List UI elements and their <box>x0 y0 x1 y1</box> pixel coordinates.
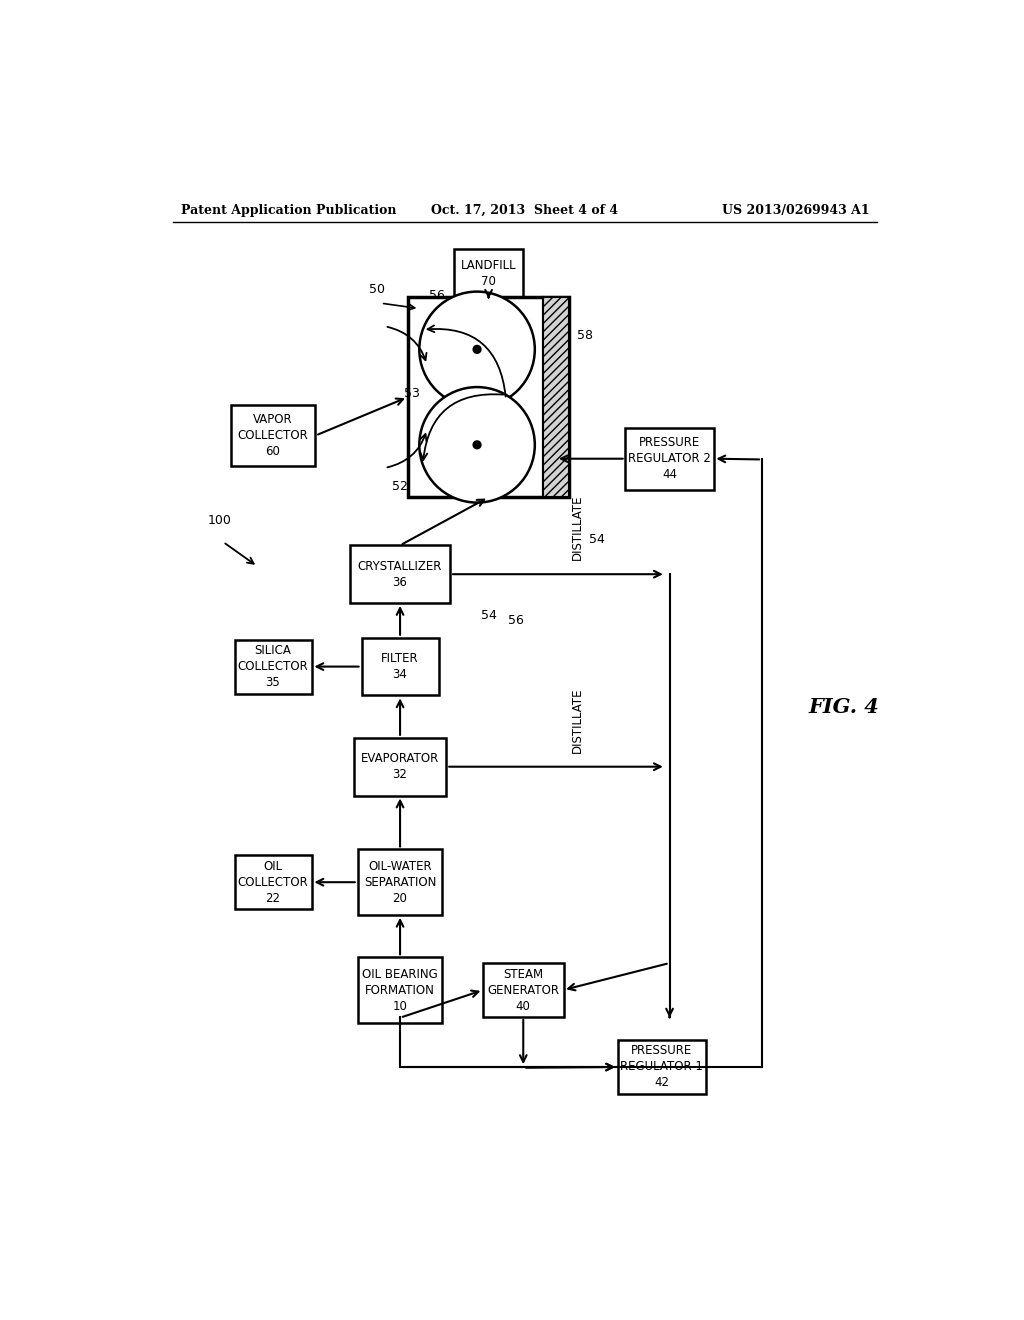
Text: SILICA
COLLECTOR
35: SILICA COLLECTOR 35 <box>238 644 308 689</box>
Text: 54: 54 <box>589 533 604 546</box>
Text: 52: 52 <box>392 479 409 492</box>
Text: PRESSURE
REGULATOR 1
42: PRESSURE REGULATOR 1 42 <box>621 1044 703 1089</box>
Bar <box>354 738 446 796</box>
Text: 100: 100 <box>208 515 231 527</box>
Text: OIL
COLLECTOR
22: OIL COLLECTOR 22 <box>238 859 308 904</box>
Bar <box>483 964 563 1016</box>
Text: VAPOR
COLLECTOR
60: VAPOR COLLECTOR 60 <box>238 413 308 458</box>
Circle shape <box>472 441 481 449</box>
Text: 58: 58 <box>578 330 593 342</box>
Text: OIL BEARING
FORMATION
10: OIL BEARING FORMATION 10 <box>362 968 438 1012</box>
Text: 54: 54 <box>481 609 497 622</box>
Text: OIL-WATER
SEPARATION
20: OIL-WATER SEPARATION 20 <box>364 859 436 904</box>
Bar <box>543 297 569 498</box>
Text: FILTER
34: FILTER 34 <box>381 652 419 681</box>
Text: DISTILLATE: DISTILLATE <box>570 688 584 752</box>
Text: DISTILLATE: DISTILLATE <box>570 495 584 560</box>
Text: 50: 50 <box>370 284 385 296</box>
Bar <box>230 405 315 466</box>
Text: US 2013/0269943 A1: US 2013/0269943 A1 <box>722 205 869 218</box>
Bar <box>454 249 523 298</box>
Text: CRYSTALLIZER
36: CRYSTALLIZER 36 <box>357 560 442 589</box>
Bar <box>357 850 442 915</box>
Bar <box>361 638 438 696</box>
Text: EVAPORATOR
32: EVAPORATOR 32 <box>360 752 439 781</box>
Bar <box>234 855 311 909</box>
Text: Patent Application Publication: Patent Application Publication <box>180 205 396 218</box>
Text: 56: 56 <box>508 614 523 627</box>
Text: Oct. 17, 2013  Sheet 4 of 4: Oct. 17, 2013 Sheet 4 of 4 <box>431 205 618 218</box>
Bar <box>626 428 714 490</box>
Bar <box>617 1040 707 1094</box>
Circle shape <box>419 387 535 503</box>
Text: STEAM
GENERATOR
40: STEAM GENERATOR 40 <box>487 968 559 1012</box>
Text: PRESSURE
REGULATOR 2
44: PRESSURE REGULATOR 2 44 <box>628 436 711 482</box>
Circle shape <box>419 292 535 407</box>
Bar <box>350 545 451 603</box>
Text: 56: 56 <box>429 289 445 301</box>
Bar <box>357 957 442 1023</box>
Circle shape <box>472 345 481 354</box>
Text: FIG. 4: FIG. 4 <box>808 697 879 717</box>
Bar <box>408 297 569 498</box>
Text: LANDFILL
70: LANDFILL 70 <box>461 260 516 288</box>
Text: 53: 53 <box>403 387 420 400</box>
Bar <box>234 640 311 693</box>
